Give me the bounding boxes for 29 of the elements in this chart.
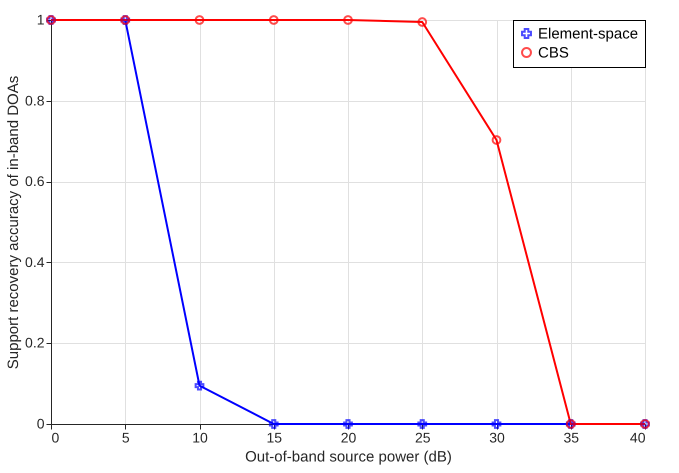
y-tick-label: 0.8 [25, 92, 45, 108]
point [492, 419, 502, 429]
point [268, 419, 279, 429]
y-tick-label: 0.6 [25, 173, 45, 190]
x-tick-label: 30 [489, 430, 505, 446]
x-tick-label: 35 [563, 430, 580, 446]
x-tick-label: 15 [266, 430, 282, 446]
x-tick-label: 10 [192, 430, 208, 446]
x-tick-label: 5 [122, 430, 130, 446]
x-tick-label: 0 [52, 430, 60, 446]
point [417, 419, 428, 429]
point [343, 15, 353, 25]
x-tick-label: 25 [414, 430, 431, 446]
y-axis-title: Support recovery accuracy of in-band DOAs [5, 76, 22, 370]
point [268, 15, 279, 25]
point [417, 17, 428, 27]
x-tick-label: 20 [340, 430, 356, 446]
point [492, 135, 502, 145]
y-tick-label: 0 [36, 416, 45, 432]
point [194, 15, 204, 25]
x-tick-label: 40 [630, 430, 646, 446]
y-tick-label: 1 [36, 12, 45, 28]
legend-label: Element-space [538, 26, 638, 42]
point [343, 419, 353, 429]
x-axis-title: Out-of-band source power (dB) [245, 448, 452, 466]
point [194, 380, 204, 390]
y-tick-label: 0.4 [25, 254, 45, 270]
legend-label: CBS [538, 44, 569, 62]
y-tick-label: 0.2 [25, 334, 45, 351]
